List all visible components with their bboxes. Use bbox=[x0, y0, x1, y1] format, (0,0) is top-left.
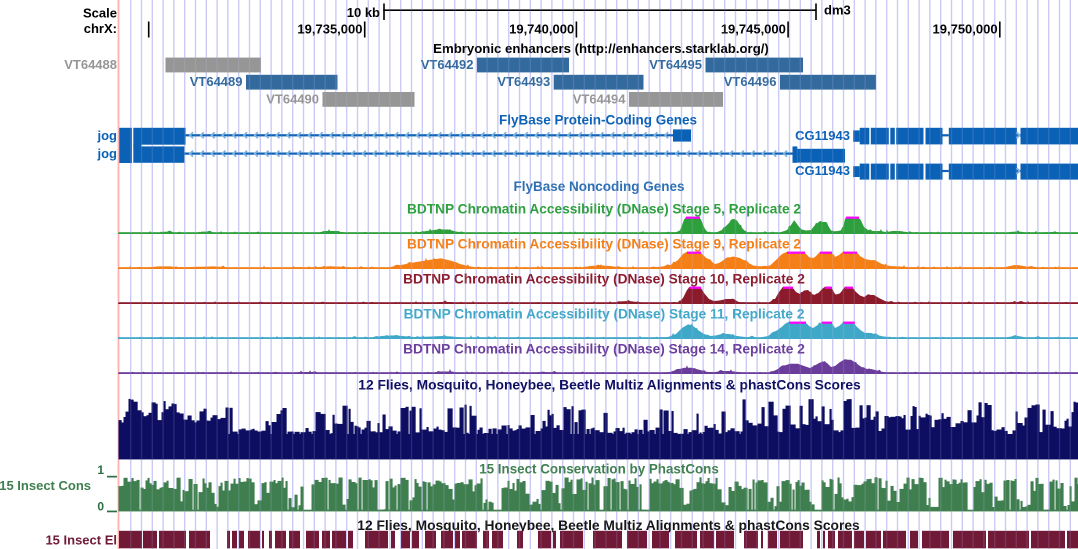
svg-text:0: 0 bbox=[97, 500, 104, 514]
svg-text:BDTNP Chromatin Accessibility: BDTNP Chromatin Accessibility (DNase) St… bbox=[404, 307, 805, 322]
svg-text:VT64495: VT64495 bbox=[649, 57, 702, 72]
svg-text:FlyBase Protein-Coding Genes: FlyBase Protein-Coding Genes bbox=[499, 112, 697, 127]
svg-text:VT64496: VT64496 bbox=[724, 74, 777, 89]
svg-text:12 Flies, Mosquito, Honeybee,: 12 Flies, Mosquito, Honeybee, Beetle Mul… bbox=[358, 377, 861, 392]
svg-text:VT64489: VT64489 bbox=[190, 74, 243, 89]
svg-text:VT64493: VT64493 bbox=[497, 74, 550, 89]
svg-text:10 kb: 10 kb bbox=[347, 5, 380, 20]
svg-text:VT64490: VT64490 bbox=[266, 91, 319, 106]
svg-text:15 Insect El: 15 Insect El bbox=[45, 533, 117, 548]
svg-text:BDTNP Chromatin Accessibility: BDTNP Chromatin Accessibility (DNase) St… bbox=[407, 237, 801, 252]
svg-text:CG11943: CG11943 bbox=[795, 128, 850, 143]
svg-text:Scale: Scale bbox=[83, 6, 117, 21]
svg-text:jog: jog bbox=[97, 128, 118, 143]
svg-text:19,750,000: 19,750,000 bbox=[933, 21, 998, 36]
svg-text:15 Insect Cons: 15 Insect Cons bbox=[0, 478, 91, 493]
svg-text:BDTNP Chromatin Accessibility: BDTNP Chromatin Accessibility (DNase) St… bbox=[403, 342, 805, 357]
svg-text:BDTNP Chromatin Accessibility: BDTNP Chromatin Accessibility (DNase) St… bbox=[407, 202, 801, 217]
svg-text:BDTNP Chromatin Accessibility: BDTNP Chromatin Accessibility (DNase) St… bbox=[403, 272, 805, 287]
svg-text:1: 1 bbox=[97, 463, 104, 477]
svg-text:12 Flies, Mosquito, Honeybee,: 12 Flies, Mosquito, Honeybee, Beetle Mul… bbox=[357, 518, 860, 533]
svg-text:chrX:: chrX: bbox=[84, 21, 117, 36]
svg-text:VT64492: VT64492 bbox=[421, 57, 474, 72]
svg-text:19,740,000: 19,740,000 bbox=[509, 21, 574, 36]
svg-text:VT64488: VT64488 bbox=[64, 57, 117, 72]
svg-text:19,745,000: 19,745,000 bbox=[721, 21, 786, 36]
svg-text:15 Insect Conservation by Phas: 15 Insect Conservation by PhastCons bbox=[479, 462, 719, 477]
svg-text:CG11943: CG11943 bbox=[795, 163, 850, 178]
svg-text:Embryonic enhancers (http://en: Embryonic enhancers (http://enhancers.st… bbox=[433, 41, 769, 56]
svg-text:19,735,000: 19,735,000 bbox=[297, 21, 362, 36]
svg-text:dm3: dm3 bbox=[824, 3, 851, 18]
svg-text:VT64494: VT64494 bbox=[573, 91, 627, 106]
svg-text:jog: jog bbox=[97, 146, 118, 161]
svg-text:FlyBase Noncoding Genes: FlyBase Noncoding Genes bbox=[513, 179, 684, 194]
